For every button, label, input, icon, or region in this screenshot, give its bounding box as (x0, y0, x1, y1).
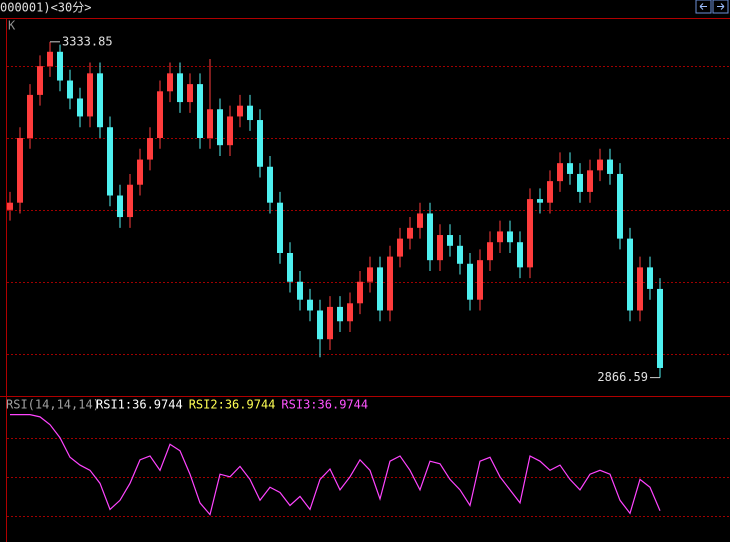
indicator-title: RSI(14,14,14) (6, 398, 100, 412)
candle-body (127, 184, 133, 218)
readout: RSI1:36.9744 (96, 398, 183, 412)
candle-body (67, 80, 73, 99)
candle-body (147, 138, 153, 160)
candle-body (537, 199, 543, 203)
candle-body (157, 91, 163, 139)
panel-label: K (8, 19, 16, 33)
candle-body (337, 306, 343, 322)
candle-body (397, 238, 403, 257)
window-title: 000001)<30分> (0, 1, 91, 15)
readout: RSI3:36.9744 (281, 398, 368, 412)
candle-body (247, 105, 253, 121)
candle-body (637, 267, 643, 311)
candle-body (517, 242, 523, 268)
candle-body (107, 127, 113, 196)
candle-body (377, 267, 383, 311)
candle-body (317, 310, 323, 340)
candle-body (427, 213, 433, 261)
candle-body (137, 159, 143, 185)
candle-body (557, 163, 563, 182)
candle-body (47, 51, 53, 67)
candle-body (497, 231, 503, 243)
candle-body (547, 181, 553, 203)
candle-body (627, 238, 633, 311)
candle-body (37, 66, 43, 95)
candle-body (297, 281, 303, 300)
candle-body (117, 195, 123, 218)
candle-body (507, 231, 513, 243)
nav-buttons[interactable] (695, 0, 729, 14)
candle-body (267, 166, 273, 203)
candle-body (467, 263, 473, 300)
candle-body (217, 109, 223, 146)
next-arrow (717, 3, 725, 10)
candle-body (567, 163, 573, 174)
candle-body (7, 202, 13, 210)
candle-body (97, 73, 103, 128)
candle-body (277, 202, 283, 253)
candle-body (347, 303, 353, 322)
candle-body (387, 256, 393, 311)
candle-body (197, 84, 203, 139)
candle-body (417, 213, 423, 228)
candle-body (307, 299, 313, 311)
candle-body (437, 235, 443, 261)
candle-body (647, 267, 653, 289)
candle-body (607, 159, 613, 174)
candle-body (367, 267, 373, 282)
candle-body (237, 105, 243, 117)
candle-body (177, 73, 183, 103)
candle-body (447, 235, 453, 246)
candle-body (227, 116, 233, 146)
annotation: 3333.85 (62, 34, 113, 48)
candle-body (207, 109, 213, 139)
candle-body (587, 170, 593, 192)
candle-body (457, 245, 463, 264)
candle-body (77, 98, 83, 117)
candle-body (187, 84, 193, 103)
candle-body (407, 227, 413, 239)
candle-body (577, 173, 583, 192)
candle-body (57, 51, 63, 81)
candle-body (477, 260, 483, 300)
candle-body (257, 120, 263, 167)
rsi-line (10, 414, 661, 516)
readout: RSI2:36.9744 (189, 398, 276, 412)
candle-body (27, 94, 33, 139)
candle-body (17, 138, 23, 203)
candle-body (597, 159, 603, 171)
prev-arrow (699, 3, 707, 10)
candle-body (327, 306, 333, 340)
candle-body (357, 281, 363, 304)
candle-body (527, 199, 533, 268)
candle-body (617, 173, 623, 239)
annotation: 2866.59 (597, 370, 648, 384)
candle-body (287, 252, 293, 282)
candle-body (657, 288, 663, 368)
candle-body (87, 73, 93, 117)
candle-body (167, 73, 173, 92)
candle-body (487, 242, 493, 261)
